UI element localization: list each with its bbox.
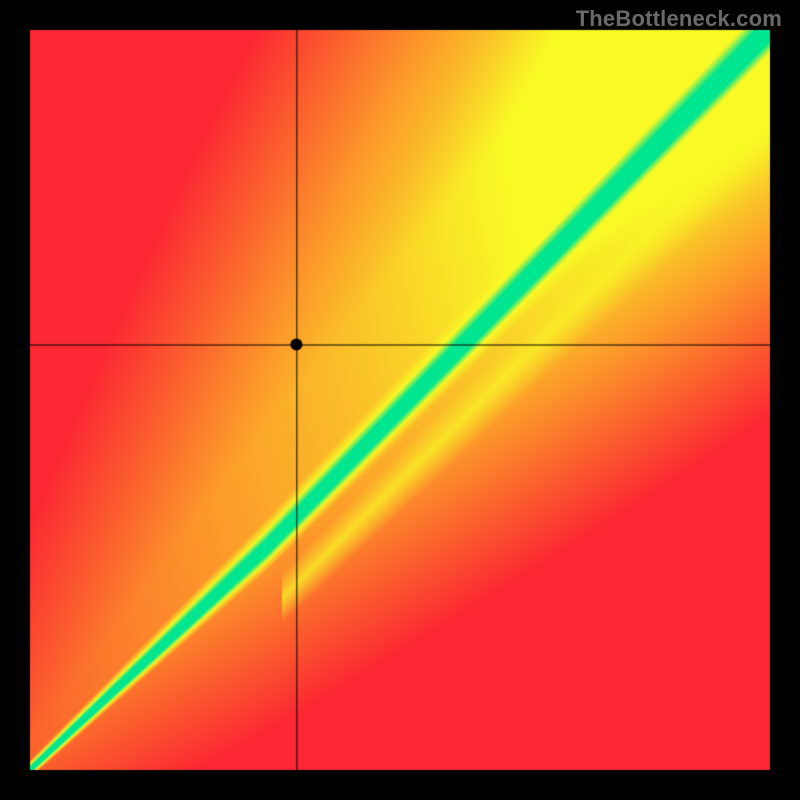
bottleneck-heatmap <box>0 0 800 800</box>
chart-container: TheBottleneck.com <box>0 0 800 800</box>
watermark-text: TheBottleneck.com <box>576 6 782 32</box>
